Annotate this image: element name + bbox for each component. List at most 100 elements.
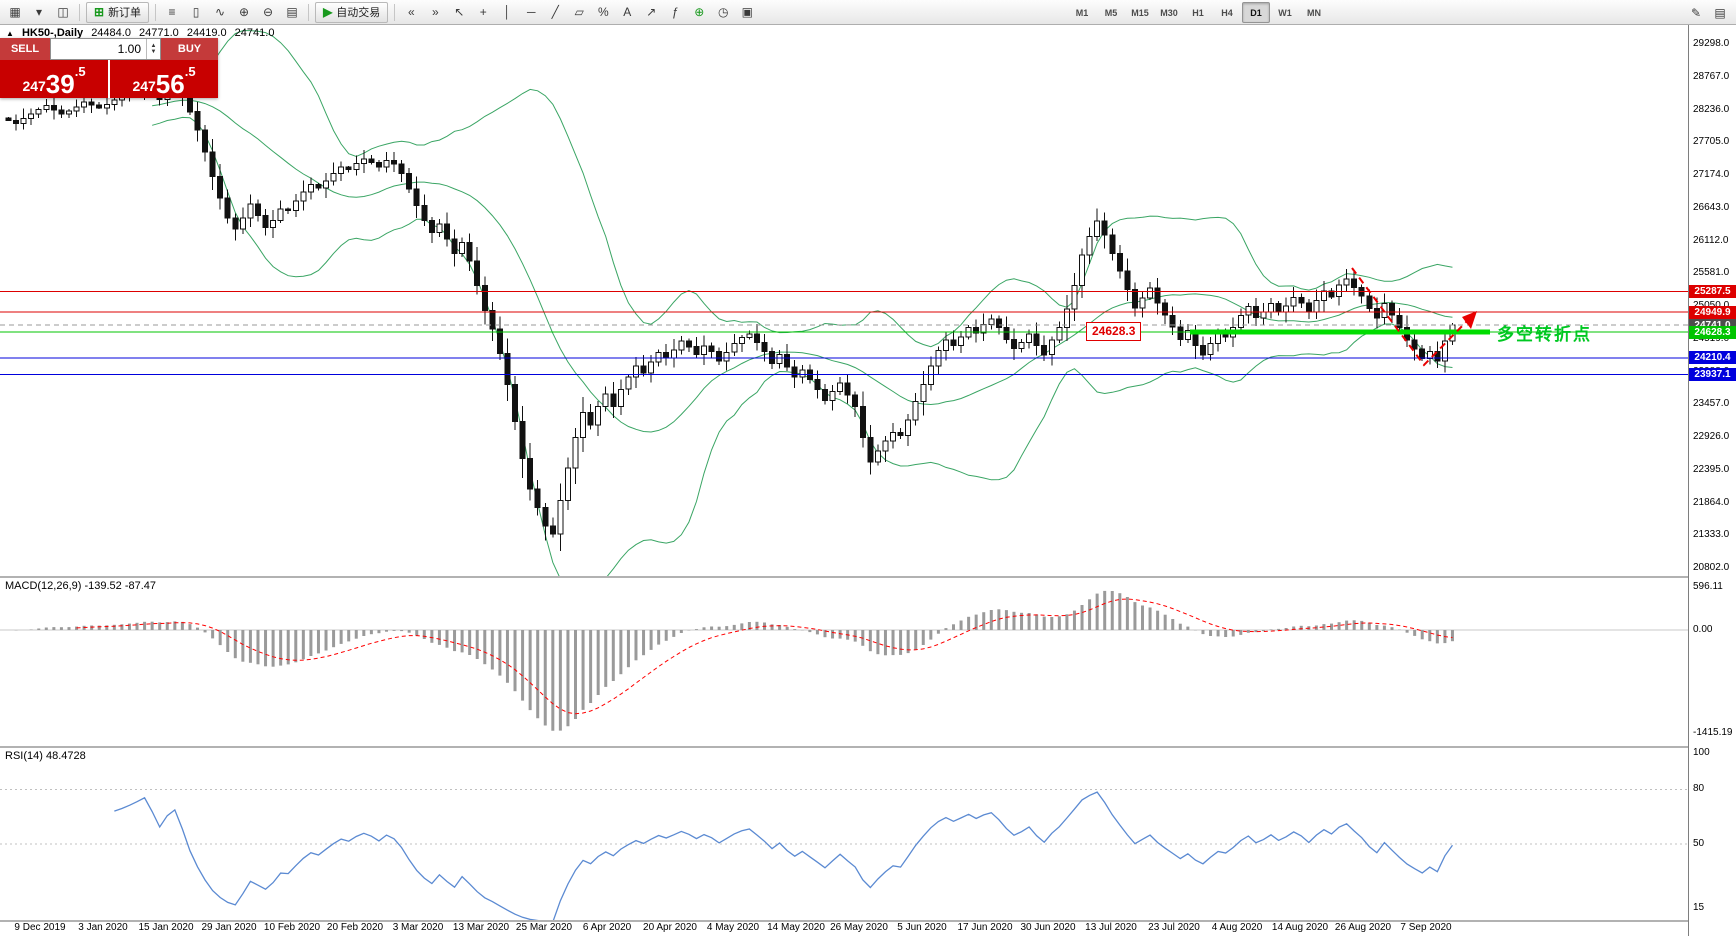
horizontal-line-icon[interactable]: ─: [527, 5, 536, 19]
rsi-header: RSI(14) 48.4728: [5, 750, 86, 762]
one-click-trading-panel: SELL 1.00 ▲ ▼ BUY 247 39.5 247 56.5: [0, 38, 218, 98]
timeframe-m1[interactable]: M1: [1075, 7, 1089, 18]
volume-down-icon[interactable]: ▼: [150, 49, 157, 55]
periods-icon[interactable]: ◷: [718, 5, 729, 19]
crosshair-icon[interactable]: +: [479, 5, 487, 19]
toolbar: ▦ ▾ ◫ ⊞ 新订单 ≡ ▯ ∿ ⊕ ⊖ ▤ ▶ 自动交易 «» ↖ + │ ─ ╱ ▱% A ↗ ƒ ⊕ ◷ ▣ …: [0, 0, 1736, 25]
toolbar-separator: [394, 3, 396, 21]
price-tick-label: 27705.0: [1693, 136, 1730, 148]
date-label: 4 Aug 2020: [1211, 922, 1263, 933]
level-price-label: 24210.4: [1689, 351, 1736, 365]
price-tick-label: 20802.0: [1693, 562, 1730, 573]
date-label: 25 Mar 2020: [515, 922, 573, 933]
price-tick-label: 23457.0: [1693, 398, 1730, 410]
date-label: 13 Jul 2020: [1085, 922, 1137, 933]
price-tick-label: 26112.0: [1693, 234, 1729, 246]
date-label: 14 May 2020: [767, 922, 825, 933]
toolbar-right-icons: ✎ ▤: [1684, 2, 1732, 24]
toolbar-file-group: ▦ ▾ ◫: [3, 1, 75, 23]
zoom-in-icon[interactable]: ⊕: [239, 5, 250, 19]
chart-ohlc-header: ▲ HK50-,Daily 24484.0 24771.0 24419.0 24…: [6, 27, 279, 39]
timeframe-h4[interactable]: H4: [1221, 7, 1233, 18]
sell-button[interactable]: SELL: [0, 38, 50, 60]
candlestick-icon[interactable]: ▯: [192, 5, 200, 19]
autotrading-button[interactable]: ▶ 自动交易: [315, 1, 389, 23]
new-order-button[interactable]: ⊞ 新订单: [86, 1, 150, 23]
macd-axis-label: -1415.19: [1693, 726, 1733, 738]
vertical-line-icon[interactable]: │: [503, 5, 512, 19]
toolbar-separator: [79, 3, 80, 21]
timeframe-h1[interactable]: H1: [1192, 7, 1204, 18]
buy-price[interactable]: 247 56.5: [132, 64, 196, 99]
arrow-marker-icon[interactable]: ↗: [646, 5, 657, 19]
scroll-back-icon[interactable]: «: [407, 5, 415, 19]
charts-tile-icon[interactable]: ▦: [9, 5, 21, 19]
fibonacci-icon[interactable]: %: [597, 5, 609, 19]
date-label: 3 Jan 2020: [78, 922, 128, 933]
toolbar-chart-group: ≡ ▯ ∿ ⊕ ⊖ ▤: [160, 1, 304, 23]
volume-up-icon[interactable]: ▲: [150, 43, 157, 49]
volume-input[interactable]: 1.00 ▲ ▼: [50, 38, 161, 60]
price-axis[interactable]: 596.11 0.00 -1415.19 100 80 50 15 29298.0 28767.…: [1688, 24, 1736, 936]
turning-point-annotation[interactable]: 多空转折点: [1497, 325, 1592, 344]
docking-icon[interactable]: ▤: [1714, 6, 1726, 20]
date-label: 30 Jun 2020: [1020, 922, 1076, 933]
timeframe-m5[interactable]: M5: [1104, 7, 1118, 18]
date-label: 17 Jun 2020: [957, 922, 1013, 933]
panel-separator[interactable]: [0, 746, 1736, 748]
date-label: 3 Mar 2020: [392, 922, 444, 933]
rsi-axis-label: 100: [1693, 747, 1710, 758]
date-label: 6 Apr 2020: [582, 922, 632, 933]
ohlc-bars-icon[interactable]: ≡: [168, 5, 176, 19]
scroll-forward-icon[interactable]: »: [431, 5, 439, 19]
trendline-icon[interactable]: ╱: [551, 5, 559, 19]
zoom-out-icon[interactable]: ⊖: [263, 5, 274, 19]
macd-axis-label: 596.11: [1693, 580, 1723, 592]
date-label: 20 Feb 2020: [326, 922, 384, 933]
timeframe-m15[interactable]: M15: [1131, 7, 1149, 18]
rsi-axis-label: 80: [1693, 783, 1705, 795]
date-label: 15 Jan 2020: [138, 922, 194, 933]
profiles-icon[interactable]: ◫: [57, 5, 69, 19]
toolbar-separator: [155, 3, 157, 21]
price-tick-label: 29298.0: [1693, 38, 1730, 49]
price-tick-label: 22926.0: [1693, 431, 1730, 442]
macd-canvas[interactable]: [0, 578, 1688, 746]
line-chart-icon[interactable]: ∿: [215, 5, 226, 19]
cursor-icon[interactable]: ↖: [454, 5, 465, 19]
date-label: 26 May 2020: [830, 922, 888, 933]
price-tick-label: 21333.0: [1693, 529, 1730, 541]
autotrading-play-icon: ▶: [323, 5, 333, 19]
timeframe-mn[interactable]: MN: [1307, 7, 1321, 18]
timeframe-m30[interactable]: M30: [1160, 7, 1178, 18]
volume-spinner[interactable]: ▲ ▼: [146, 39, 160, 59]
text-label-icon[interactable]: A: [623, 5, 632, 19]
rsi-canvas[interactable]: [0, 748, 1688, 920]
date-label: 14 Aug 2020: [1271, 922, 1329, 933]
support-price-callout[interactable]: 24628.3: [1086, 322, 1142, 341]
add-indicator-icon[interactable]: ⊕: [694, 5, 705, 19]
symbol-marker-icon: ▲: [6, 29, 14, 38]
timeframe-d1[interactable]: D1: [1242, 2, 1270, 23]
main-chart-canvas[interactable]: [0, 24, 1688, 576]
date-label: 5 Jun 2020: [897, 922, 947, 933]
date-label: 10 Feb 2020: [263, 922, 321, 933]
draw-icon[interactable]: ✎: [1690, 6, 1702, 20]
indicators-icon[interactable]: ƒ: [671, 5, 679, 19]
level-price-label: 23937.1: [1689, 368, 1736, 382]
buy-button[interactable]: BUY: [161, 38, 218, 60]
templates-icon[interactable]: ▣: [741, 5, 753, 19]
price-tick-label: 26643.0: [1693, 201, 1730, 213]
price-tick-label: 25050.0: [1693, 300, 1729, 312]
panel-separator[interactable]: [0, 576, 1736, 578]
timeframe-w1[interactable]: W1: [1278, 7, 1292, 18]
autotrading-label: 自动交易: [336, 7, 381, 19]
chart-list-dropdown-icon[interactable]: ▾: [35, 5, 43, 19]
sell-price[interactable]: 247 39.5: [22, 64, 86, 99]
volume-value: 1.00: [117, 42, 141, 56]
equidistant-channel-icon[interactable]: ▱: [574, 5, 584, 19]
date-axis[interactable]: 9 Dec 2019 3 Jan 2020 15 Jan 2020 29 Jan 20…: [0, 922, 1688, 936]
date-label: 9 Dec 2019: [14, 922, 66, 933]
tile-windows-icon[interactable]: ▤: [286, 5, 298, 19]
